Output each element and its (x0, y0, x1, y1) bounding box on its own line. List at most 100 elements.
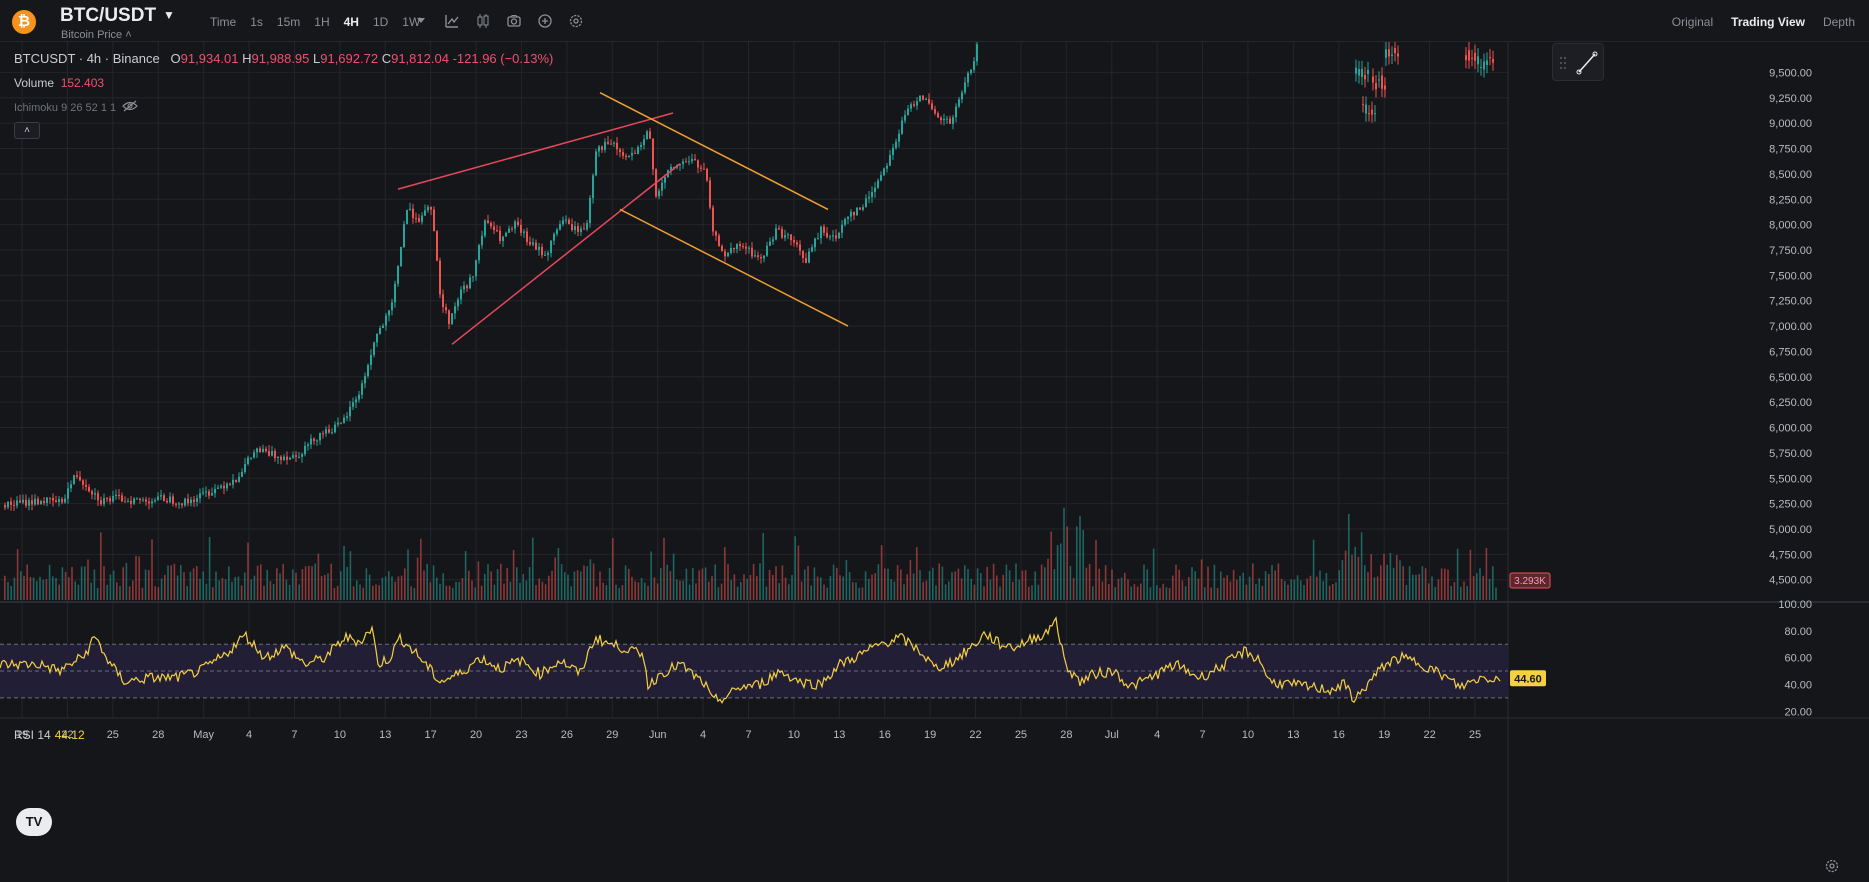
volume-bar (656, 583, 659, 600)
price-chart-svg[interactable]: 9,500.00 9,250.00 9,000.00 8,750.00 8,500.00… (0, 42, 1869, 882)
volume-bar (682, 580, 684, 600)
candle-body (616, 142, 618, 150)
volume-bar (756, 576, 758, 600)
eye-hidden-icon[interactable] (122, 100, 138, 115)
volume-bar (996, 575, 998, 600)
volume-bar (957, 568, 960, 600)
camera-icon[interactable] (505, 12, 522, 29)
time-tick-label: Jun (649, 729, 667, 741)
candle-body (721, 246, 723, 252)
drag-handle-icon (1560, 57, 1566, 69)
volume-bar (1111, 569, 1113, 600)
time-tick-label: 25 (1469, 729, 1481, 741)
candle-body (217, 487, 219, 489)
chevron-down-icon[interactable] (412, 12, 429, 29)
volume-bar (39, 576, 41, 600)
volume-bar (164, 574, 166, 600)
volume-bar (1389, 552, 1392, 600)
tf-15m[interactable]: 15m (276, 15, 301, 29)
volume-bar (880, 545, 883, 600)
indicator-icon[interactable] (443, 12, 460, 29)
candle-body (565, 219, 567, 221)
volume-bar (1223, 577, 1225, 600)
candle-body (1388, 49, 1390, 57)
candle-body (106, 498, 108, 500)
tradingview-logo[interactable]: TV (16, 808, 52, 836)
candle-body (229, 483, 231, 485)
chart-area[interactable]: 9,500.00 9,250.00 9,000.00 8,750.00 8,500.00… (0, 42, 1869, 882)
volume-bar (58, 584, 60, 600)
volume-bar (199, 578, 201, 600)
volume-bar (1133, 584, 1136, 600)
candle-body (343, 417, 345, 423)
volume-bar (375, 584, 377, 600)
candle-body (1365, 104, 1367, 114)
candle-body (22, 499, 24, 503)
candle-body (967, 73, 969, 83)
plus-circle-icon[interactable] (536, 12, 553, 29)
volume-bar (989, 579, 992, 600)
time-tick-label: 10 (334, 729, 346, 741)
volume-bar (1079, 516, 1081, 600)
tf-1h[interactable]: 1H (314, 15, 330, 29)
candle-body (910, 104, 912, 109)
tf-4h[interactable]: 4H (343, 15, 359, 29)
rsi-tick-label: 20.00 (1784, 706, 1812, 718)
volume-bar (541, 581, 544, 600)
tf-1w[interactable]: 1W (402, 15, 421, 29)
candle-body (241, 471, 243, 477)
volume-value: 152.403 (60, 76, 105, 90)
volume-bar (1130, 586, 1132, 600)
tab-trading-view[interactable]: Trading View (1731, 15, 1805, 29)
volume-bar (1047, 558, 1049, 600)
price-tick-label: 9,000.00 (1769, 118, 1812, 130)
volume-bar (42, 579, 44, 600)
candle-body (208, 491, 210, 496)
volume-bar (93, 569, 96, 600)
volume-bar (1184, 586, 1187, 600)
volume-bar (810, 585, 812, 600)
candle-body (877, 180, 879, 188)
volume-bar (263, 585, 265, 600)
volume-bar (903, 584, 905, 600)
candle-body (853, 211, 855, 216)
collapse-legend-button[interactable]: ˄ (14, 122, 40, 139)
candle-body (880, 175, 882, 181)
volume-bar (624, 565, 627, 600)
volume-bar (192, 568, 195, 600)
volume-bar (532, 537, 534, 600)
volume-bar (727, 564, 729, 600)
ichimoku-legend[interactable]: Ichimoku 9 26 52 1 1 (14, 100, 138, 115)
candle-body (52, 497, 54, 501)
candle-body (148, 501, 150, 504)
time-tick-label: 13 (833, 729, 845, 741)
candle-body (172, 496, 174, 504)
time-label[interactable]: Time (210, 15, 237, 29)
volume-bar (1428, 583, 1430, 600)
chart-settings-icon[interactable] (1824, 858, 1840, 879)
volume-bar (170, 565, 172, 600)
pair-dropdown-caret-icon[interactable]: ▼ (163, 8, 175, 22)
tf-1s[interactable]: 1s (250, 15, 263, 29)
pair-title[interactable]: BTC/USDT (60, 5, 157, 26)
candle-body (925, 99, 927, 101)
tab-depth[interactable]: Depth (1822, 15, 1855, 29)
volume-bar (1120, 577, 1123, 600)
candle-body (490, 222, 492, 227)
candles-icon[interactable] (474, 12, 491, 29)
volume-bar (573, 571, 576, 600)
bitcoin-icon: ₿ (12, 10, 36, 34)
volume-bar (740, 581, 742, 600)
time-tick-label: 22 (61, 729, 73, 741)
drawing-tool-widget[interactable] (1552, 43, 1604, 81)
tf-1d[interactable]: 1D (372, 15, 389, 29)
settings-icon[interactable] (567, 12, 584, 29)
price-tick-label: 9,500.00 (1769, 67, 1812, 79)
volume-bar (1396, 555, 1398, 600)
tab-original[interactable]: Original (1671, 15, 1714, 29)
volume-bar (500, 563, 502, 600)
volume-bar (1002, 574, 1004, 600)
pair-subtitle[interactable]: Bitcoin Price ˄ (61, 29, 132, 41)
volume-bar (269, 581, 272, 600)
volume-bar (759, 563, 761, 600)
